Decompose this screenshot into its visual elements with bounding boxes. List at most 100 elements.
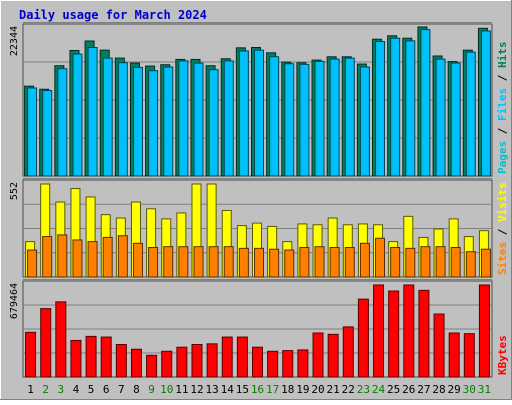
- bar-files-day-16: [254, 49, 264, 177]
- bar-files-day-5: [87, 47, 98, 177]
- bar-files-day-21: [329, 58, 340, 177]
- legend-item-2: Files: [496, 88, 509, 121]
- y-axis-max-label: 679464: [9, 283, 20, 319]
- x-tick-label-day-28: 28: [432, 383, 445, 396]
- bar-kbytes-day-6: [100, 336, 112, 378]
- bar-kbytes-day-25: [388, 290, 400, 378]
- bar-sites-day-25: [390, 247, 401, 278]
- bar-files-day-9: [148, 70, 159, 177]
- bar-sites-day-26: [405, 247, 416, 278]
- bar-files-day-26: [405, 40, 416, 177]
- bar-sites-day-9: [148, 247, 159, 278]
- bar-sites-day-14: [223, 246, 234, 278]
- x-tick-label-day-25: 25: [387, 383, 400, 396]
- legend: Sites / Visits: [496, 182, 509, 275]
- x-tick-label-day-15: 15: [236, 383, 249, 396]
- bar-files-day-29: [450, 62, 461, 177]
- x-tick-label-day-20: 20: [311, 383, 324, 396]
- bar-sites-day-21: [329, 247, 340, 278]
- bar-sites-day-3: [57, 234, 68, 278]
- bar-files-day-28: [435, 58, 446, 177]
- bar-kbytes-day-1: [25, 331, 37, 378]
- bar-kbytes-day-29: [448, 332, 460, 378]
- bar-kbytes-day-8: [130, 348, 142, 378]
- bar-sites-day-27: [420, 246, 431, 278]
- bar-kbytes-day-17: [267, 350, 279, 378]
- bar-kbytes-day-22: [342, 326, 354, 378]
- bar-kbytes-day-15: [236, 336, 248, 378]
- bar-files-day-18: [284, 63, 295, 177]
- x-tick-label-day-22: 22: [342, 383, 355, 396]
- bar-files-day-11: [178, 60, 189, 177]
- bar-sites-day-7: [117, 235, 128, 278]
- legend-item-2: Visits: [496, 182, 509, 222]
- x-tick-label-day-7: 7: [118, 383, 125, 396]
- legend-item-3: /: [496, 68, 509, 88]
- bar-sites-day-2: [42, 236, 53, 278]
- bar-files-day-3: [57, 68, 68, 177]
- x-tick-label-day-17: 17: [266, 383, 279, 396]
- bar-sites-day-10: [163, 246, 174, 278]
- bar-kbytes-day-7: [115, 344, 127, 378]
- bar-files-day-30: [465, 51, 476, 177]
- bar-sites-day-22: [344, 247, 355, 278]
- bar-sites-day-28: [435, 246, 446, 278]
- x-tick-label-day-16: 16: [251, 383, 264, 396]
- bar-sites-day-18: [284, 249, 295, 278]
- chart-title: Daily usage for March 2024: [19, 8, 207, 22]
- bar-files-day-19: [299, 63, 310, 177]
- x-tick-label-day-5: 5: [88, 383, 95, 396]
- x-tick-label-day-11: 11: [175, 383, 188, 396]
- legend-item-4: Hits: [496, 42, 509, 69]
- bar-sites-day-15: [238, 247, 249, 278]
- bar-kbytes-day-18: [282, 350, 294, 378]
- bar-files-day-31: [480, 30, 491, 177]
- bar-sites-day-5: [87, 241, 98, 278]
- x-tick-label-day-19: 19: [296, 383, 309, 396]
- chart-panels: 22344 Pages / Files / Hits 552 Sites / Visi…: [9, 22, 509, 378]
- bar-kbytes-day-19: [297, 349, 309, 378]
- x-tick-label-day-12: 12: [190, 383, 203, 396]
- bar-sites-day-16: [254, 247, 264, 278]
- bar-kbytes-day-20: [312, 332, 324, 378]
- bar-sites-day-23: [359, 242, 370, 278]
- x-tick-label-day-2: 2: [42, 383, 49, 396]
- bar-sites-day-29: [450, 247, 461, 278]
- y-axis-max-label: 552: [9, 182, 20, 200]
- x-tick-label-day-27: 27: [417, 383, 430, 396]
- bar-kbytes-day-16: [252, 346, 263, 378]
- bar-files-day-22: [344, 57, 355, 177]
- panel-visits-sites: 552 Sites / Visits: [9, 178, 509, 278]
- bar-files-day-6: [102, 57, 113, 177]
- bar-sites-day-8: [132, 242, 143, 278]
- bar-sites-day-11: [178, 246, 189, 278]
- bar-kbytes-day-26: [403, 284, 415, 378]
- bar-sites-day-30: [465, 251, 476, 278]
- bar-kbytes-day-10: [161, 350, 173, 378]
- x-tick-label-day-29: 29: [448, 383, 461, 396]
- bar-kbytes-day-5: [85, 335, 97, 378]
- bar-sites-day-12: [193, 246, 204, 278]
- bar-sites-day-19: [299, 247, 310, 278]
- bar-files-day-8: [132, 66, 143, 177]
- bar-kbytes-day-24: [373, 284, 385, 378]
- x-tick-label-day-23: 23: [357, 383, 370, 396]
- x-tick-label-day-1: 1: [27, 383, 34, 396]
- bar-kbytes-day-12: [191, 344, 203, 378]
- bar-sites-day-13: [208, 246, 219, 278]
- bar-kbytes-day-23: [357, 298, 369, 378]
- x-tick-label-day-26: 26: [402, 383, 415, 396]
- legend-item-1: /: [496, 222, 509, 242]
- bar-files-day-27: [420, 29, 431, 177]
- bar-files-day-4: [72, 53, 83, 177]
- bar-kbytes-day-28: [433, 313, 445, 378]
- legend-item-0: Sites: [496, 242, 509, 275]
- bar-files-day-10: [163, 66, 174, 177]
- bar-sites-day-1: [27, 249, 38, 278]
- x-axis-day-labels: 1 2 3 4 5 6 7 8 9 10 11 12 13 14 15 16 17 18 19 20 21 22 23 24 2…: [27, 383, 491, 396]
- bar-kbytes-day-31: [478, 284, 490, 378]
- bar-files-day-25: [390, 37, 401, 177]
- y-axis-max-label: 22344: [9, 26, 20, 56]
